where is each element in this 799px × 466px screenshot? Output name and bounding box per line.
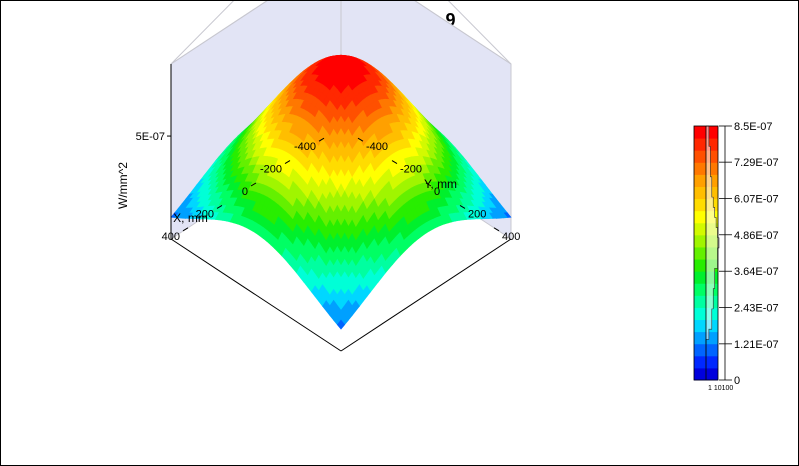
y-axis-line xyxy=(340,238,512,352)
x-tick-mark xyxy=(318,137,325,142)
x-tick-label: 200 xyxy=(196,208,214,220)
x-tick-label: 0 xyxy=(242,186,248,198)
y-tick-label: 200 xyxy=(468,208,486,220)
colorbar-tick-label: 8.5E-07 xyxy=(734,121,773,133)
x-axis-line xyxy=(170,238,342,352)
box-frame xyxy=(170,1,512,65)
colorbar-tick-label: 4.86E-07 xyxy=(734,230,779,242)
x-tick-mark xyxy=(216,204,223,209)
x-tick-mark xyxy=(250,182,257,187)
box-edge-left-top xyxy=(170,1,234,65)
colorbar-tick-label: 2.43E-07 xyxy=(734,302,779,314)
colorbar-tick-label: 1.21E-07 xyxy=(734,339,779,351)
colorbar-tick-label: 7.29E-07 xyxy=(734,157,779,169)
y-tick-mark xyxy=(459,204,466,209)
colorbar-tick-label: 3.64E-07 xyxy=(734,266,779,278)
y-tick-mark xyxy=(357,137,364,142)
colorbar-histogram xyxy=(705,125,720,380)
colorbar-border xyxy=(693,125,719,381)
y-tick-label: -400 xyxy=(366,141,388,153)
z-axis-label: W/mm^2 xyxy=(116,162,130,209)
y-tick-label: 0 xyxy=(434,186,440,198)
colorbar-tick-label: 6.07E-07 xyxy=(734,194,779,206)
y-axis-label: Y, mm xyxy=(424,177,457,191)
y-tick-label: 400 xyxy=(502,231,520,243)
x-tick-mark xyxy=(182,227,189,232)
z-tick-label: 5E-07 xyxy=(136,131,165,143)
x-tick-label: -400 xyxy=(294,141,316,153)
y-tick-mark xyxy=(425,182,432,187)
y-tick-mark xyxy=(391,160,398,165)
colorbar-histogram-label: 1 10100 xyxy=(708,385,733,392)
x-axis-label: X, mm xyxy=(173,211,208,225)
x-tick-label: -200 xyxy=(260,164,282,176)
surface-mesh xyxy=(170,54,512,330)
y-tick-mark xyxy=(493,227,500,232)
y-tick-label: -200 xyxy=(400,164,422,176)
x-tick-mark xyxy=(284,160,291,165)
box-edge-right-top xyxy=(448,1,512,65)
colorbar-tick-label: 0 xyxy=(734,375,740,387)
